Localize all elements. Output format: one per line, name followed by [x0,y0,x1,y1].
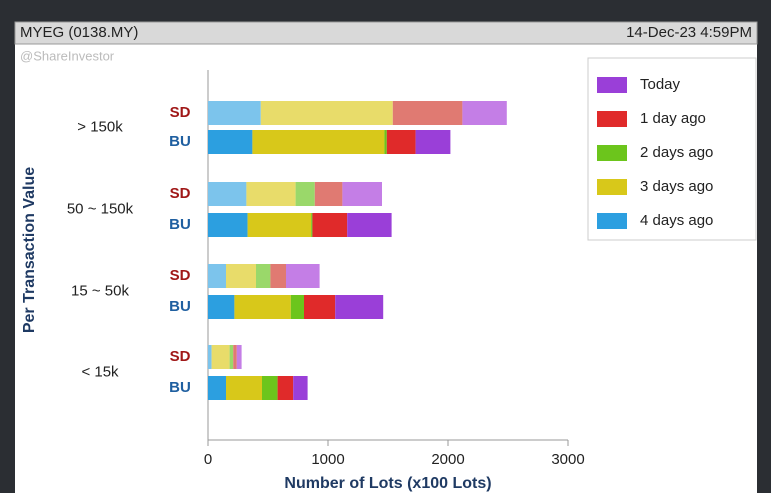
bar-segment [295,182,315,206]
bar-segment [229,345,234,369]
category-label: 50 ~ 150k [67,200,134,217]
category-label: < 15k [81,363,119,380]
bar-segment [311,213,313,237]
bar-segment [462,101,507,125]
bar-segment [347,213,392,237]
x-axis-label: Number of Lots (x100 Lots) [284,475,491,492]
watermark: @ShareInvestor [20,48,115,63]
bar-segment [286,264,320,288]
group-label: BU [169,298,191,315]
bar-segment [234,295,291,319]
category-label: 15 ~ 50k [71,282,129,299]
legend-label: 1 day ago [640,110,706,127]
bar-segment [226,376,262,400]
bar-segment [415,130,451,154]
bar-segment [252,130,385,154]
legend-swatch [597,213,627,229]
bar-segment [211,345,230,369]
category-label: > 150k [77,118,123,135]
timestamp: 14-Dec-23 4:59PM [626,24,752,41]
legend-label: 2 days ago [640,144,713,161]
bar-segment [226,264,256,288]
bar-segment [386,130,416,154]
header-title: MYEG (0138.MY) [20,24,138,41]
bar-segment [304,295,336,319]
legend-label: Today [640,76,681,93]
legend-label: 3 days ago [640,178,713,195]
bar-segment [208,182,247,206]
bar-segment [208,345,212,369]
legend-swatch [597,179,627,195]
group-label: SD [170,104,191,121]
bar-segment [246,182,296,206]
bar-segment [260,101,393,125]
bar-segment [247,213,312,237]
group-label: BU [169,216,191,233]
bar-segment [233,345,237,369]
group-label: SD [170,267,191,284]
bar-segment [208,264,226,288]
bar-segment [256,264,271,288]
bar-segment [262,376,278,400]
bar-segment [270,264,286,288]
group-label: BU [169,133,191,150]
bar-segment [384,130,387,154]
header-bar [14,21,758,45]
bar-segment [314,182,343,206]
bar-segment [208,101,261,125]
legend-swatch [597,145,627,161]
legend-label: 4 days ago [640,212,713,229]
bar-segment [236,345,242,369]
bar-segment [290,295,304,319]
bar-segment [208,295,235,319]
group-label: BU [169,379,191,396]
bar-segment [208,376,226,400]
bar-segment [312,213,348,237]
group-label: SD [170,348,191,365]
legend-swatch [597,77,627,93]
bar-segment [208,130,253,154]
bar-segment [208,213,248,237]
group-label: SD [170,185,191,202]
legend-swatch [597,111,627,127]
bar-segment [293,376,308,400]
bar-segment [277,376,294,400]
x-tick-label: 2000 [431,451,464,468]
x-tick-label: 3000 [551,451,584,468]
x-tick-label: 1000 [311,451,344,468]
x-tick-label: 0 [204,451,212,468]
bar-segment [392,101,463,125]
bar-segment [342,182,382,206]
bar-segment [335,295,384,319]
y-axis-label: Per Transaction Value [21,167,38,333]
